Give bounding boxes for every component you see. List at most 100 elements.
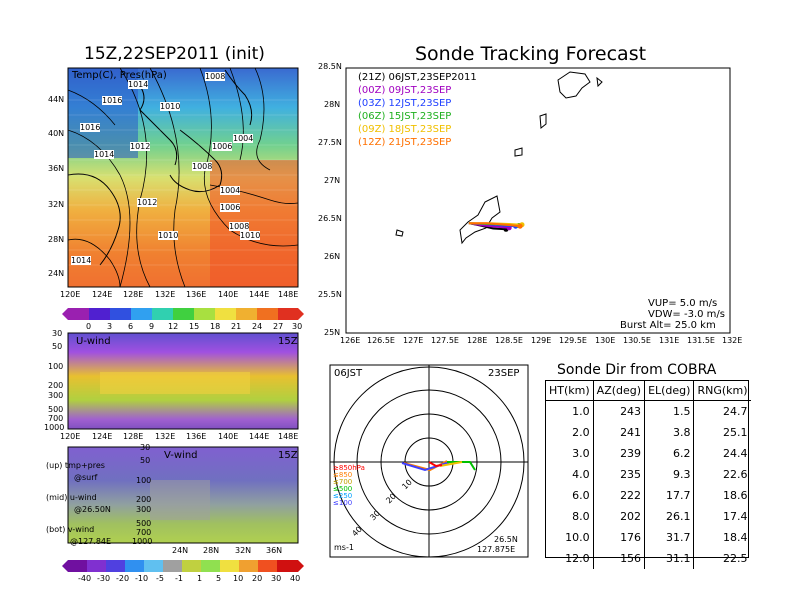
isobar-label: 1008 <box>205 72 226 81</box>
table-row: 12.0 156 31.1 22.5 <box>546 548 751 569</box>
level-label: ≤250 <box>333 492 353 500</box>
table-cell: 3.8 <box>644 422 694 443</box>
level-label: ≤100 <box>333 499 353 507</box>
map-frame <box>67 67 299 288</box>
lon-tick: 130E <box>595 336 616 345</box>
lat-tick: 32N <box>235 546 252 555</box>
wind-colorbar <box>62 560 304 572</box>
cbar-label: 40 <box>290 574 301 583</box>
p-tick: 300 <box>136 505 152 514</box>
cbar-label: -5 <box>156 574 164 583</box>
lon-tick: 124E <box>92 432 113 441</box>
islands <box>395 71 603 245</box>
table-cell: 22.5 <box>693 548 751 569</box>
uwind-jet <box>100 372 250 394</box>
polar-unit: ms-1 <box>334 543 354 552</box>
lon-tick: 132E <box>155 290 176 299</box>
lat-tick: 28N <box>203 546 220 555</box>
table-cell: 239 <box>592 443 645 464</box>
legend-line: @127.84E <box>70 537 112 546</box>
polar-date: 23SEP <box>488 368 520 379</box>
lon-tick: 140E <box>218 290 239 299</box>
table-row: 10.0 176 31.7 18.4 <box>546 527 751 548</box>
uwind-label: U-wind <box>76 336 111 347</box>
lon-tick: 148E <box>278 290 299 299</box>
isobar-label: 1014 <box>128 80 149 89</box>
table-cell: 8.0 <box>572 510 590 523</box>
isobar-label: 1014 <box>94 150 115 159</box>
p-tick: 500 <box>48 405 64 414</box>
vup-text: VUP= 5.0 m/s <box>648 298 718 309</box>
cbar-label: 27 <box>273 322 284 331</box>
p-tick: 200 <box>136 495 152 504</box>
col-header: EL(deg) <box>644 381 694 401</box>
lon-tick: 130.5E <box>623 336 651 345</box>
uwind-frame <box>67 332 299 430</box>
table-cell: 156 <box>592 548 645 569</box>
table-row: 4.0 235 9.3 22.6 <box>546 464 751 485</box>
lon-tick: 136E <box>186 290 207 299</box>
map-label: Temp(C), Pres(hPa) <box>72 70 167 81</box>
table-frame: HT(km) AZ(deg) EL(deg) RNG(km) 1.0 243 1.5… <box>545 380 751 569</box>
p-tick: 200 <box>48 381 64 390</box>
table-cell: 6.2 <box>644 443 694 464</box>
p-tick: 30 <box>140 443 151 452</box>
isobar-label: 1012 <box>130 142 151 151</box>
level-label: ≥850hPa <box>333 464 365 472</box>
track-series <box>468 222 521 228</box>
p-tick: 700 <box>48 414 64 423</box>
vwind-label: V-wind <box>164 450 198 461</box>
legend-line: (bot) v-wind <box>46 525 95 534</box>
table-cell: 241 <box>592 422 645 443</box>
cbar-label: 30 <box>271 574 282 583</box>
table-header-row: HT(km) AZ(deg) EL(deg) RNG(km) <box>546 381 751 401</box>
cbar-label: 5 <box>216 574 222 583</box>
table-row: 6.0 222 17.7 18.6 <box>546 485 751 506</box>
p-tick: 30 <box>52 329 63 338</box>
polar-time: 06JST <box>334 368 363 379</box>
cbar-label: 3 <box>107 322 113 331</box>
lat-tick: 25.5N <box>318 290 342 299</box>
polar-lat: 26.5N <box>494 535 518 544</box>
cbar-label: 0 <box>86 322 92 331</box>
table-cell: 24.4 <box>693 443 751 464</box>
lon-tick: 126.5E <box>367 336 395 345</box>
lat-tick: 27.5N <box>318 138 342 147</box>
p-tick: 700 <box>136 528 152 537</box>
lon-tick: 128.5E <box>495 336 523 345</box>
table-cell: 4.0 <box>572 468 590 481</box>
lon-tick: 120E <box>60 432 81 441</box>
lon-tick: 129.5E <box>559 336 587 345</box>
isobar-label: 1010 <box>158 231 179 240</box>
isobar-label: 1014 <box>71 256 92 265</box>
table-cell: 1.5 <box>644 400 694 422</box>
cbar-label: 18 <box>210 322 221 331</box>
level-label: ≤500 <box>333 485 353 493</box>
lat-tick: 28N <box>48 235 65 244</box>
lat-tick: 27N <box>324 176 341 185</box>
lon-tick: 120E <box>60 290 81 299</box>
table-cell: 18.4 <box>693 527 751 548</box>
burst-text: Burst Alt= 25.0 km <box>620 320 716 331</box>
table-cell: 22.6 <box>693 464 751 485</box>
table-title: Sonde Dir from COBRA <box>557 362 717 378</box>
isobar-label: 1016 <box>102 96 123 105</box>
p-tick: 1000 <box>44 423 65 432</box>
isobar-label: 1008 <box>192 162 213 171</box>
cbar-label: 30 <box>292 322 303 331</box>
isobar-label: 1016 <box>80 123 101 132</box>
cbar-label: 21 <box>231 322 242 331</box>
table-cell: 31.7 <box>644 527 694 548</box>
level-label: ≤700 <box>333 478 353 486</box>
vwind-gray <box>150 480 210 520</box>
p-tick: 1000 <box>132 537 153 546</box>
table-cell: 12.0 <box>565 552 590 565</box>
p-tick: 300 <box>48 391 64 400</box>
table-cell: 26.1 <box>644 506 694 527</box>
cbar-label: 10 <box>233 574 244 583</box>
lon-tick: 132E <box>722 336 743 345</box>
table-cell: 202 <box>592 506 645 527</box>
legend-line: @surf <box>74 473 98 482</box>
cbar-label: -40 <box>78 574 92 583</box>
legend-item-06z: (06Z) 15JST,23SEP <box>358 111 452 122</box>
